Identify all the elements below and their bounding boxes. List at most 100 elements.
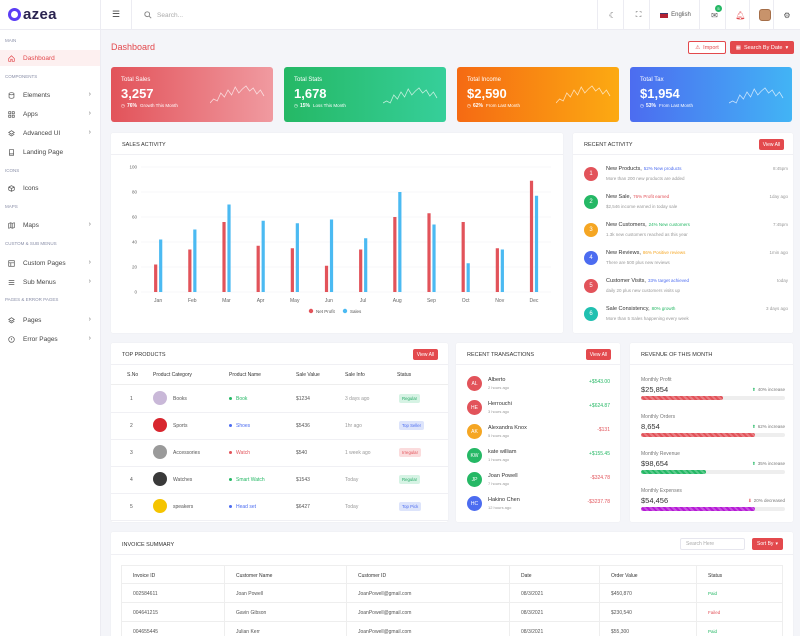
- list-icon: [8, 279, 15, 285]
- search-by-date-button[interactable]: ▦ Search By Date ▾: [730, 41, 794, 54]
- activity-item[interactable]: 3 New Customers, 24% New customers 1.3k new…: [584, 222, 788, 248]
- product-name-text: Smart Watch: [236, 477, 265, 483]
- table-row[interactable]: 004655445 Julian Kerr JoanPowell@gmail.com…: [121, 622, 783, 636]
- status-badge-label: Top Seller: [399, 421, 425, 430]
- sidebar-item-label: Maps: [23, 221, 39, 229]
- sparkline-icon: [210, 85, 265, 104]
- stat-note: Growth This Month: [139, 103, 178, 108]
- column-header: S.No: [127, 372, 139, 378]
- product-image: [153, 391, 167, 405]
- sparkline-icon: [556, 85, 611, 104]
- mail-button[interactable]: ✉ 5: [699, 0, 729, 30]
- activity-number: 3: [584, 223, 598, 237]
- transaction-item[interactable]: JP Joan Powell 7 hours ago -$324.78: [467, 472, 610, 494]
- clock-icon: ◷: [121, 103, 125, 108]
- sidebar-item-dashboard[interactable]: Dashboard: [0, 50, 100, 66]
- sale-info: 3 days ago: [345, 396, 370, 402]
- transaction-item[interactable]: HE Herrouchi 3 hours ago +$624.87: [467, 400, 610, 422]
- section-icons: ICONS: [5, 168, 20, 173]
- recent-transactions-view-all-button[interactable]: View All: [586, 349, 611, 360]
- card-title: RECENT ACTIVITY: [584, 142, 633, 148]
- product-category: Watches: [173, 477, 193, 483]
- activity-item[interactable]: 1 New Products, 52% New products More than …: [584, 166, 788, 192]
- product-image: [153, 445, 167, 459]
- transaction-item[interactable]: AL Alberto 2 hours ago +$543.00: [467, 376, 610, 398]
- sales-activity-chart: 0 20 40 60 80 100 Jan Feb Mar Apr May Jun Jul Aug Sep O…: [129, 165, 551, 314]
- transaction-item[interactable]: KW kate william 1 hours ago +$155.45: [467, 448, 610, 470]
- stat-card-total-stats: Total Stats 1,678 ◷ 15% Loss This Month: [284, 67, 446, 122]
- dark-mode-toggle[interactable]: ☾: [597, 0, 627, 30]
- revenue-item: Monthly Profit $25,854 ⬆ 40% increase: [641, 377, 785, 400]
- activity-time: today: [776, 278, 788, 283]
- table-row[interactable]: 1 Books Book $1234 3 days ago Regular: [111, 386, 448, 413]
- sidebar-item-custom-pages[interactable]: Custom Pages ›: [0, 255, 100, 271]
- y-tick-label: 0: [134, 290, 137, 295]
- sort-by-button[interactable]: Sort By ▾: [752, 538, 783, 550]
- invoice-search-placeholder: Search Here: [686, 541, 715, 547]
- sidebar-item-elements[interactable]: Elements ›: [0, 87, 100, 103]
- search-input[interactable]: Search...: [131, 0, 311, 30]
- sidebar-item-icons[interactable]: Icons: [0, 180, 100, 196]
- sales-activity-card: SALES ACTIVITY 0 20 40 60 80 100 Jan Feb Mar Apr M…: [111, 133, 563, 333]
- stat-value: $1,954: [640, 86, 680, 101]
- table-row[interactable]: 002584611 Joan Powell JoanPowell@gmail.com…: [121, 584, 783, 603]
- section-maps: MAPS: [5, 204, 18, 209]
- table-cell: Paid: [708, 591, 718, 596]
- revenue-value: 8,654: [641, 422, 660, 431]
- card-title: REVENUE OF THIS MONTH: [641, 352, 713, 358]
- sidebar-item-pages[interactable]: Pages ›: [0, 312, 100, 328]
- language-selector[interactable]: English: [649, 0, 701, 30]
- notification-button[interactable]: 🔔︎: [725, 0, 755, 30]
- fullscreen-button[interactable]: ⛶: [623, 0, 653, 30]
- table-cell: JoanPowell@gmail.com: [347, 603, 510, 622]
- import-button[interactable]: ⚠ Import: [688, 41, 726, 54]
- transaction-item[interactable]: AK Alexandra Knox 5 hours ago -$131: [467, 424, 610, 446]
- product-name: Shoes: [229, 423, 250, 429]
- activity-item[interactable]: 2 New Sale, 76% Profit earned $2,546 income…: [584, 194, 788, 220]
- column-header: Customer Name: [225, 566, 347, 585]
- sidebar-item-landing-page[interactable]: Landing Page: [0, 144, 100, 160]
- menu-toggle-icon[interactable]: ☰: [112, 9, 121, 19]
- sidebar-item-sub-menus[interactable]: Sub Menus ›: [0, 274, 100, 290]
- table-row[interactable]: 3 Accessories Watch $540 1 week ago Irregular: [111, 440, 448, 467]
- settings-button[interactable]: ⚙: [773, 0, 800, 30]
- sidebar-item-maps[interactable]: Maps ›: [0, 217, 100, 233]
- activity-item[interactable]: 6 Sale Consistency, 80% growth More than 5 …: [584, 306, 788, 332]
- chevron-down-icon: ▾: [785, 44, 789, 51]
- transaction-name: Hakino Chen: [488, 497, 520, 503]
- bar-net-profit: [324, 265, 329, 292]
- transaction-amount: -$3237.78: [587, 499, 610, 505]
- activity-item[interactable]: 4 New Reviews, 86% Positive reviews There a…: [584, 250, 788, 276]
- legend-marker: [308, 308, 314, 314]
- table-row[interactable]: 4 Watches Smart Watch $1543 Today Regular: [111, 467, 448, 494]
- table-row[interactable]: 5 speakers Head set $6427 Today Top Pick: [111, 494, 448, 521]
- bar-sales: [364, 238, 368, 292]
- status-badge: Top Pick: [399, 502, 422, 511]
- status-badge: Irregular: [399, 448, 422, 457]
- table-row[interactable]: 2 Sports Shoes $5436 1hr ago Top Seller: [111, 413, 448, 440]
- section-components: COMPONENTS: [5, 74, 38, 79]
- table-cell: JoanPowell@gmail.com: [347, 584, 510, 603]
- recent-activity-view-all-button[interactable]: View All: [759, 139, 784, 150]
- sale-value: $6427: [296, 504, 310, 510]
- top-products-view-all-button[interactable]: View All: [413, 349, 438, 360]
- column-header: Order Value: [600, 566, 697, 585]
- revenue-change: ⬆ 40% increase: [752, 387, 785, 393]
- activity-desc: More than 5 Sales happening every week: [606, 316, 689, 321]
- bar-sales: [261, 220, 265, 292]
- sidebar-item-advanced-ui[interactable]: Advanced UI ›: [0, 125, 100, 141]
- table-row[interactable]: 004641215 Gavin Gibson JoanPowell@gmail.co…: [121, 603, 783, 622]
- sidebar-item-error-pages[interactable]: Error Pages ›: [0, 331, 100, 347]
- product-name: Head set: [229, 504, 256, 510]
- invoice-search-input[interactable]: Search Here: [680, 538, 745, 550]
- sidebar-item-label: Elements: [23, 91, 51, 99]
- profile-button[interactable]: [749, 0, 779, 30]
- transaction-amount: -$324.78: [590, 475, 610, 481]
- brand-logo[interactable]: azea: [0, 0, 100, 30]
- product-image: [153, 472, 167, 486]
- activity-item[interactable]: 5 Customer Visits, 33% target achieved dail…: [584, 278, 788, 304]
- sidebar-item-apps[interactable]: Apps ›: [0, 106, 100, 122]
- activity-title-text: New Products,: [606, 166, 642, 172]
- transaction-item[interactable]: HC Hakino Chen 12 hours ago -$3237.78: [467, 496, 610, 518]
- activity-time: 1day ago: [769, 194, 788, 199]
